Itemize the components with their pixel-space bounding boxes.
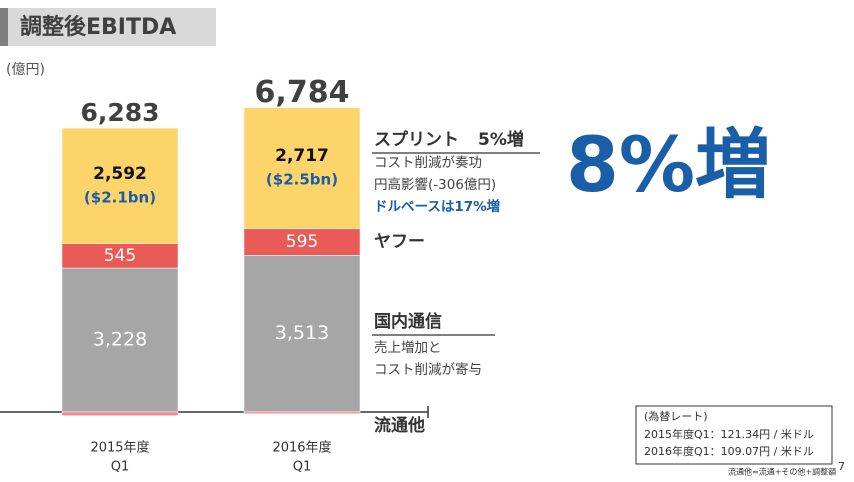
segment-label: 3,513 (275, 322, 329, 344)
bar-segment (61, 411, 179, 416)
series-growth: 5%増 (478, 129, 524, 150)
page-number: 7 (838, 460, 845, 473)
x-tick-label: 2016年度 (272, 440, 331, 456)
headline: 8%増 (566, 120, 771, 209)
x-tick-label: Q1 (293, 460, 312, 475)
series-label: スプリント (374, 129, 459, 150)
bar-segment (243, 107, 361, 230)
series-note: 円高影響(-306億円) (374, 176, 496, 193)
segment-label: 2,717 (275, 146, 329, 166)
bar-segment (243, 255, 361, 413)
series-label: ヤフー (374, 232, 425, 252)
title-band (0, 8, 216, 46)
segment-label: 2,592 (93, 164, 147, 184)
series-note: 売上増加と (374, 340, 442, 356)
fx-box (635, 405, 833, 465)
title: 調整後EBITDA (20, 14, 176, 40)
fx-title: (為替レート) (644, 409, 708, 423)
segment-label: 3,228 (93, 329, 147, 351)
x-tick-label: Q1 (111, 460, 130, 475)
title-accent (0, 8, 8, 46)
series-note: コスト削減が奏功 (374, 154, 482, 171)
fx-line: 2015年度Q1：121.34円 / 米ドル (644, 427, 814, 441)
segment-label: 595 (286, 232, 318, 252)
bar-segment (61, 267, 179, 413)
series-label: 流通他 (374, 415, 425, 436)
footnote: 流通他=流通+その他+調整額 (728, 467, 836, 477)
total-label: 6,283 (80, 98, 159, 127)
total-label: 6,784 (255, 75, 350, 110)
series-label: 国内通信 (374, 311, 442, 332)
usd-label: ($2.1bn) (84, 188, 156, 206)
bar-segment (61, 127, 179, 244)
bar-segment (243, 411, 361, 415)
fx-line: 2016年度Q1：109.07円 / 米ドル (644, 444, 814, 458)
series-highlight: ドルベースは17%増 (374, 198, 500, 215)
x-tick-label: 2015年度 (90, 440, 149, 456)
segment-label: 545 (104, 246, 136, 266)
unit-label: (億円) (6, 62, 45, 78)
usd-label: ($2.5bn) (266, 171, 338, 189)
series-note: コスト削減が寄与 (374, 361, 482, 378)
